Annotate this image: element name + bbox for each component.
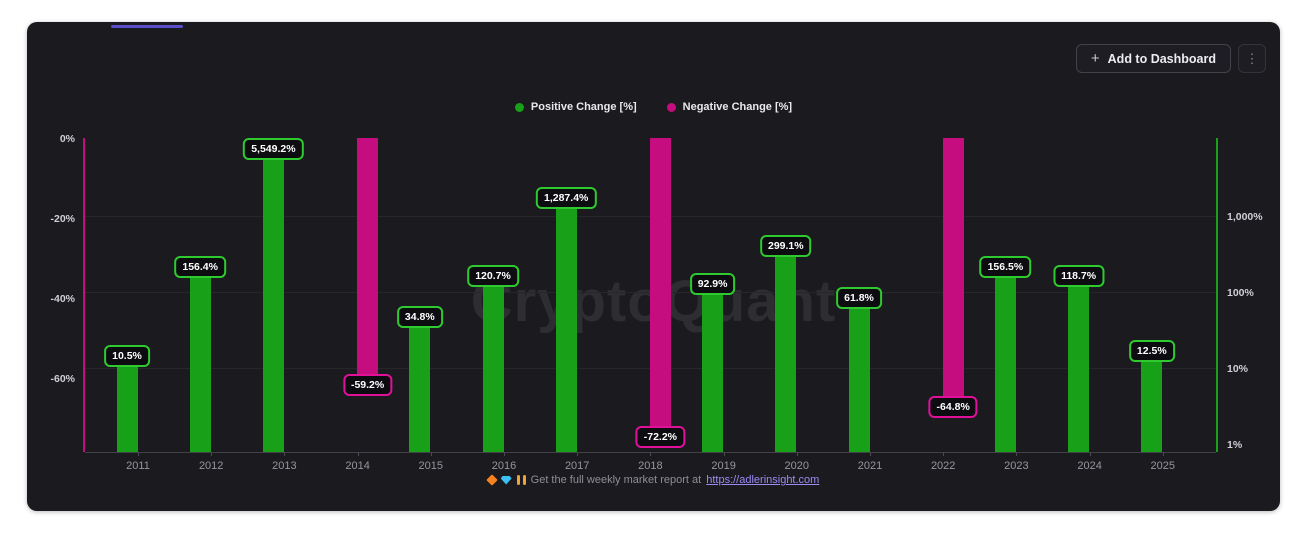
blue-gem-icon — [500, 475, 512, 485]
bar-value-label-2022: -64.8% — [928, 396, 978, 419]
x-axis-label-2019: 2019 — [711, 460, 736, 472]
bar-value-label-2017: 1,287.4% — [536, 186, 597, 209]
bar-positive-2013[interactable] — [262, 159, 284, 452]
x-axis-tick — [430, 452, 432, 456]
x-axis-label-2015: 2015 — [418, 460, 444, 472]
bar-negative-2022[interactable] — [942, 138, 964, 398]
x-axis-tick — [504, 452, 505, 456]
bar-value-label-2021: 61.8% — [836, 286, 882, 309]
x-axis-tick — [870, 452, 871, 456]
bar-value-label-2013: 5,549.2% — [243, 138, 304, 161]
bar-positive-2019[interactable] — [702, 294, 724, 452]
x-axis-tick — [211, 452, 213, 456]
right-axis-tick-label: 1% — [1227, 439, 1243, 451]
bar-value-label-2018: -72.2% — [635, 425, 686, 448]
legend-item-positive[interactable]: Positive Change [%] — [514, 101, 637, 113]
chart-plot-area: 0% -20% -40% -60% 1,000% 100% 10% 1% 2011 10.5% 20… — [27, 22, 1280, 511]
bar-value-label-2014: -59.2% — [342, 373, 393, 396]
bar-positive-2012[interactable] — [189, 277, 211, 452]
bar-positive-2023[interactable] — [994, 277, 1016, 452]
x-axis-label-2018: 2018 — [638, 460, 663, 472]
right-axis-tick-label: 100% — [1227, 287, 1254, 299]
bar-value-label-2015: 34.8% — [396, 305, 443, 328]
x-axis-label-2025: 2025 — [1150, 460, 1176, 472]
bar-positive-2015[interactable] — [409, 326, 431, 452]
add-to-dashboard-button[interactable]: + Add to Dashboard — [1075, 44, 1231, 73]
x-axis-tick — [796, 452, 798, 456]
left-axis-tick-label: -20% — [50, 213, 75, 225]
negative-legend-label: Negative Change [%] — [682, 101, 793, 113]
bar-value-label-2020: 299.1% — [759, 234, 812, 257]
x-axis-label-2017: 2017 — [564, 460, 590, 472]
right-axis-line — [1216, 138, 1218, 452]
bar-value-label-2019: 92.9% — [689, 273, 736, 296]
negative-legend-dot-icon — [666, 102, 676, 112]
bar-positive-2025[interactable] — [1141, 360, 1163, 452]
x-axis-tick — [1162, 452, 1164, 456]
x-axis-tick — [357, 452, 359, 456]
positive-legend-dot-icon — [514, 102, 524, 112]
legend-item-negative[interactable]: Negative Change [%] — [666, 101, 793, 113]
bar-value-label-2023: 156.5% — [979, 256, 1032, 279]
x-axis-tick — [577, 452, 579, 456]
x-axis-label-2023: 2023 — [1004, 460, 1029, 472]
bar-negative-2018[interactable] — [649, 138, 671, 427]
x-axis-label-2020: 2020 — [784, 460, 810, 472]
right-axis-tick-label: 1,000% — [1227, 211, 1263, 223]
bar-value-label-2011: 10.5% — [104, 345, 150, 368]
x-axis-tick — [1016, 452, 1018, 456]
x-axis-label-2021: 2021 — [857, 460, 883, 472]
add-to-dashboard-label: Add to Dashboard — [1107, 51, 1216, 66]
raised-hands-icon — [516, 475, 526, 485]
x-axis-tick — [943, 452, 945, 456]
bar-positive-2017[interactable] — [555, 207, 577, 452]
chart-panel: + Add to Dashboard ⋮ Positive Change [%]… — [27, 22, 1280, 511]
bar-positive-2024[interactable] — [1068, 286, 1090, 452]
bar-negative-2014[interactable] — [357, 138, 379, 375]
plus-icon: + — [1090, 50, 1100, 67]
x-axis-label-2012: 2012 — [198, 460, 224, 472]
x-axis-label-2022: 2022 — [930, 460, 956, 472]
bar-value-label-2025: 12.5% — [1128, 339, 1175, 362]
top-accent-line — [111, 25, 183, 28]
x-axis-label-2014: 2014 — [345, 460, 370, 472]
kebab-menu-button[interactable]: ⋮ — [1238, 44, 1266, 73]
kebab-icon: ⋮ — [1245, 50, 1259, 66]
bar-value-label-2016: 120.7% — [467, 264, 519, 287]
x-axis-tick — [650, 452, 652, 456]
positive-legend-label: Positive Change [%] — [530, 101, 637, 113]
x-axis-label-2024: 2024 — [1077, 460, 1102, 472]
right-axis-tick-label: 10% — [1227, 363, 1249, 375]
footer-text: Get the full weekly market report at — [530, 474, 702, 486]
x-axis-tick — [1089, 452, 1091, 456]
x-axis-tick — [284, 452, 286, 456]
x-axis-tick — [723, 452, 725, 456]
orange-diamond-icon — [485, 474, 498, 486]
bar-value-label-2024: 118.7% — [1053, 265, 1105, 288]
footer-note: Get the full weekly market report at htt… — [27, 474, 1280, 486]
x-axis-label-2016: 2016 — [491, 460, 517, 472]
chart-legend: Positive Change [%] Negative Change [%] — [27, 101, 1280, 113]
x-axis-label-2013: 2013 — [272, 460, 297, 472]
bar-positive-2016[interactable] — [482, 285, 504, 452]
left-axis-tick-label: 0% — [59, 133, 75, 145]
footer-link[interactable]: https://adlerinsight.com — [706, 474, 820, 486]
left-axis-tick-label: -60% — [50, 373, 75, 385]
toolbar: + Add to Dashboard ⋮ — [1075, 44, 1266, 73]
bar-positive-2020[interactable] — [775, 255, 797, 452]
left-axis-line — [83, 138, 85, 452]
bar-positive-2021[interactable] — [848, 307, 870, 452]
bar-positive-2011[interactable] — [116, 366, 138, 452]
bar-value-label-2012: 156.4% — [174, 256, 226, 279]
x-axis-tick — [138, 452, 139, 456]
left-axis-tick-label: -40% — [50, 293, 75, 305]
x-axis-label-2011: 2011 — [126, 460, 150, 472]
